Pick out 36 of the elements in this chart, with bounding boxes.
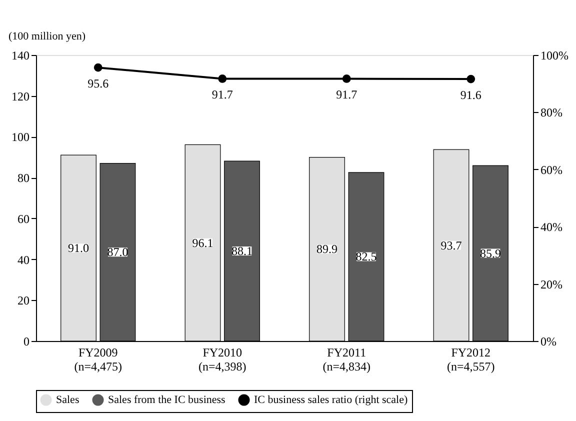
y-tick-label: 120 [12, 89, 30, 104]
legend-label: IC business sales ratio (right scale) [254, 394, 408, 406]
y2-tick-label: 100% [540, 48, 568, 62]
y-axis-title: (100 million yen) [8, 30, 86, 42]
data-label: 91.7 [212, 88, 233, 102]
y-tick-label: 100 [12, 130, 30, 144]
data-label: 89.9 [316, 242, 338, 256]
data-label: 91.7 [336, 88, 358, 102]
data-label: 91.0 [68, 241, 90, 256]
data-label: 93.7 [440, 238, 462, 252]
x-tick-label: FY2011 (n=4,834) [322, 346, 371, 374]
point [466, 74, 476, 84]
data-label: 91.6 [460, 88, 482, 102]
y-tick-label: 140 [12, 48, 30, 62]
x-tick-label: FY2012 (n=4,557) [446, 346, 495, 374]
y2-tick-label: 80% [540, 106, 562, 120]
point [94, 63, 102, 72]
y-tick-label: 20 [18, 294, 30, 308]
y-tick-label: 80 [18, 171, 30, 186]
data-label: 95.6 [88, 76, 109, 91]
x-tick-label: FY2010 (n=4,398) [198, 346, 246, 374]
y-tick-label: 40 [18, 252, 30, 267]
legend-label: Sales [56, 394, 80, 406]
y2-tick-label: 60% [540, 162, 562, 177]
y2-tick-label: 40% [540, 220, 562, 234]
data-label: 96.1 [192, 236, 214, 250]
data-label: 85.9 [480, 246, 501, 260]
y-tick-label: 60 [18, 212, 30, 226]
y2-tick-label: 0% [540, 334, 556, 348]
x-tick-label: FY2009 (n=4,475) [74, 346, 122, 374]
legend-label: Sales from the IC business [108, 394, 226, 406]
point [218, 74, 227, 83]
point [342, 74, 351, 83]
data-label: 88.1 [231, 244, 252, 258]
y-tick-label: 0 [24, 334, 30, 348]
y2-tick-label: 20% [540, 277, 562, 292]
